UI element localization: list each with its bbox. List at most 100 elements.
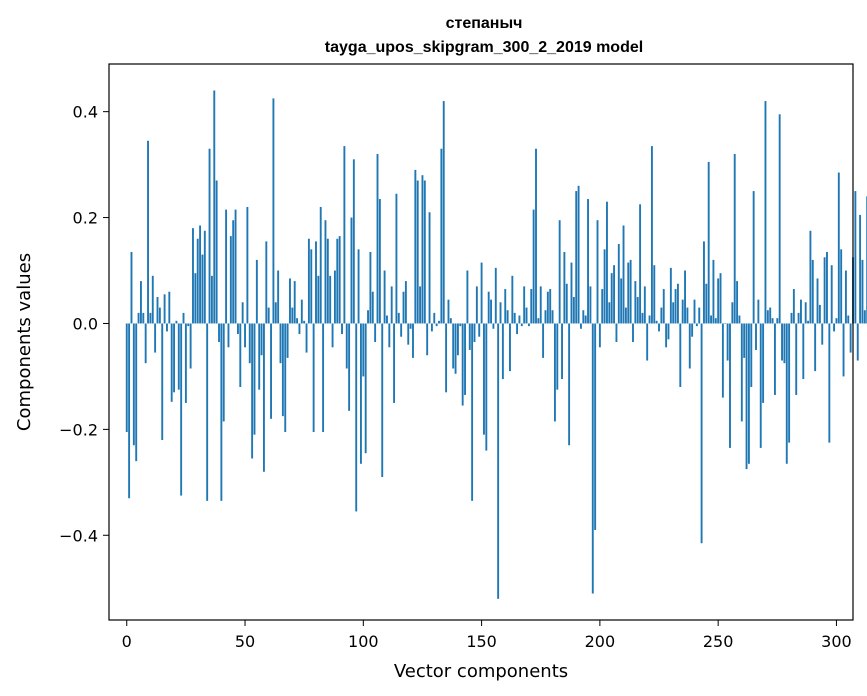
bar-13 — [156, 296, 159, 324]
plot-frame — [108, 63, 854, 621]
bar-199 — [596, 220, 599, 324]
bar-80 — [315, 241, 317, 324]
bar-215 — [634, 281, 637, 324]
bar-157 — [497, 323, 500, 599]
bar-201 — [601, 289, 604, 324]
bar-10 — [149, 312, 152, 324]
bar-70 — [291, 307, 294, 324]
bar-103 — [369, 251, 372, 324]
bar-225 — [658, 323, 660, 332]
bar-155 — [492, 323, 495, 329]
bar-132 — [438, 320, 440, 324]
bar-78 — [310, 249, 313, 324]
bar-224 — [655, 320, 658, 324]
bar-233 — [676, 283, 679, 324]
bar-163 — [511, 275, 514, 324]
bar-203 — [606, 201, 608, 324]
bar-32 — [201, 254, 204, 324]
bar-27 — [189, 323, 192, 369]
bar-234 — [679, 323, 682, 388]
bar-40 — [220, 323, 223, 501]
bar-72 — [296, 318, 299, 324]
bar-117 — [402, 291, 405, 324]
bar-149 — [478, 323, 481, 337]
bar-254 — [726, 323, 729, 361]
bar-121 — [412, 323, 414, 358]
bar-212 — [627, 262, 630, 324]
bar-291 — [814, 323, 817, 372]
bar-257 — [733, 154, 736, 324]
bar-133 — [440, 148, 443, 324]
bar-223 — [653, 265, 656, 324]
bar-229 — [667, 323, 670, 340]
bar-180 — [551, 310, 554, 324]
bar-192 — [580, 323, 582, 329]
bar-99 — [360, 323, 362, 464]
bar-24 — [182, 312, 185, 324]
bar-119 — [407, 323, 410, 345]
bar-306 — [849, 323, 852, 353]
bar-267 — [757, 299, 760, 324]
bar-8 — [144, 323, 147, 364]
bar-16 — [163, 294, 166, 324]
bar-230 — [669, 267, 672, 324]
bar-243 — [700, 323, 703, 544]
bar-29 — [194, 273, 197, 324]
bar-130 — [433, 312, 436, 324]
bar-186 — [565, 283, 568, 324]
bar-86 — [329, 275, 332, 324]
bar-4 — [135, 323, 138, 462]
bar-205 — [610, 273, 613, 324]
bar-66 — [281, 323, 284, 417]
bar-292 — [816, 278, 819, 324]
bar-65 — [279, 323, 282, 364]
bar-284 — [797, 312, 800, 324]
bar-63 — [274, 302, 277, 324]
bar-150 — [480, 262, 483, 324]
bar-48 — [239, 323, 242, 388]
bar-227 — [662, 289, 665, 324]
bar-274 — [773, 323, 776, 395]
bar-287 — [804, 302, 807, 324]
chart-title: степаныч — [446, 15, 523, 32]
bar-200 — [598, 323, 601, 348]
bar-304 — [844, 270, 847, 324]
bar-124 — [419, 286, 422, 324]
bar-247 — [710, 315, 712, 324]
bar-299 — [833, 323, 836, 332]
x-axis-ticks: 0 50 100 150 200 250 300 — [122, 620, 852, 651]
bar-7 — [142, 312, 145, 324]
x-tick-label: 50 — [235, 632, 255, 651]
bar-39 — [218, 323, 220, 342]
bar-105 — [374, 323, 377, 342]
bar-277 — [781, 323, 783, 361]
bar-213 — [629, 259, 632, 324]
bar-30 — [196, 238, 199, 324]
bar-135 — [445, 323, 448, 393]
bar-145 — [468, 323, 471, 350]
y-tick-label: −0.4 — [59, 526, 98, 545]
bar-162 — [509, 323, 511, 372]
bar-14 — [158, 307, 161, 324]
bar-55 — [255, 259, 258, 324]
bar-76 — [305, 323, 308, 353]
bar-58 — [263, 323, 265, 472]
bar-115 — [397, 312, 400, 324]
bar-125 — [421, 175, 424, 324]
bar-258 — [736, 281, 739, 324]
bar-218 — [641, 312, 644, 324]
bar-20 — [173, 323, 175, 393]
bar-246 — [707, 161, 710, 324]
bar-52 — [248, 323, 251, 364]
bar-54 — [253, 323, 256, 435]
bar-77 — [307, 238, 310, 324]
bar-239 — [691, 323, 694, 337]
bar-309 — [856, 323, 859, 361]
bar-196 — [589, 286, 592, 324]
bar-237 — [686, 307, 689, 324]
bar-75 — [303, 320, 306, 324]
bar-111 — [388, 323, 391, 348]
bar-159 — [501, 323, 504, 380]
bar-51 — [246, 206, 249, 324]
bar-11 — [151, 275, 154, 324]
